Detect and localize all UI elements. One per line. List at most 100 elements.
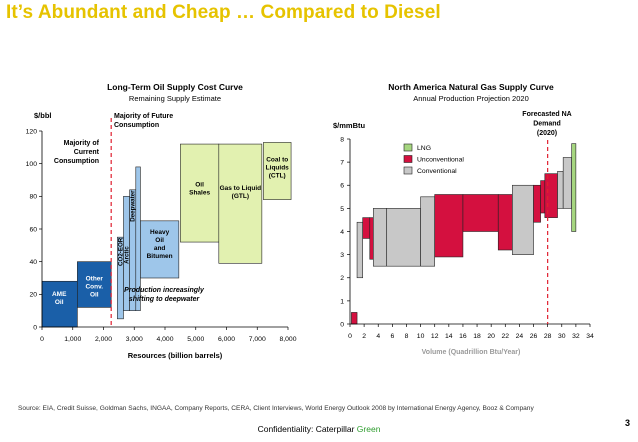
gas-x-tick-label: 14 [445, 333, 453, 340]
oil-bar-label-line: Heavy [150, 229, 170, 236]
gas-demand-label-line: Demand [533, 121, 561, 128]
oil-x-tick-label: 7,000 [249, 336, 266, 343]
oil-bar-label-line: and [154, 245, 166, 252]
gas-x-tick-label: 28 [544, 333, 552, 340]
oil-x-tick-label: 5,000 [187, 336, 204, 343]
gas-y-tick-label: 2 [340, 275, 344, 282]
gas-bar [462, 194, 499, 232]
gas-legend-swatch [403, 143, 413, 152]
gas-y-tick-label: 8 [340, 136, 344, 143]
gas-y-tick-label: 6 [340, 183, 344, 190]
oil-x-tick-label: 8,000 [279, 336, 296, 343]
oil-bar-label-line: Conv. [85, 284, 103, 291]
oil-annotation-future: Majority of Future Consumption [114, 113, 173, 129]
gas-y-axis-label: $/mmBtu [333, 121, 366, 130]
oil-x-tick-label: 1,000 [64, 336, 81, 343]
oil-y-tick-label: 20 [29, 292, 37, 299]
gas-x-tick-label: 8 [405, 333, 409, 340]
oil-x-tick-label: 6,000 [218, 336, 235, 343]
oil-bar-label-line: AME [52, 291, 67, 298]
gas-bar [386, 208, 421, 267]
oil-bar-label-line: Gas to Liquid [220, 185, 262, 192]
oil-bar-label-line: Shales [189, 190, 210, 197]
gas-y-tick-label: 5 [340, 206, 344, 213]
gas-bar [372, 208, 388, 267]
oil-bar-label-line: Oil [155, 237, 164, 244]
gas-legend-label: Unconventional [417, 157, 464, 164]
oil-bar-label: CO2-EOR [117, 237, 124, 266]
gas-bar [562, 157, 572, 209]
gas-x-tick-label: 26 [530, 333, 538, 340]
gas-x-tick-label: 4 [376, 333, 380, 340]
gas-bar [571, 143, 577, 232]
oil-annotation-current-line: Current [74, 149, 100, 156]
oil-y-tick-label: 60 [29, 226, 37, 233]
oil-bar-label: Arctic [124, 246, 131, 264]
source-note: Source: EIA, Credit Suisse, Goldman Sach… [18, 405, 534, 412]
oil-annotation-deepwater-line: shifting to deepwater [129, 296, 201, 303]
gas-x-tick-label: 24 [516, 333, 524, 340]
gas-y-tick-label: 3 [340, 252, 344, 259]
oil-x-tick-label: 3,000 [126, 336, 143, 343]
gas-x-tick-label: 22 [502, 333, 510, 340]
page-number: 3 [624, 418, 630, 428]
oil-bar-label-line: Coal to [266, 156, 288, 163]
gas-bar [420, 196, 436, 267]
oil-y-tick-label: 40 [29, 259, 37, 266]
oil-bar-label-line: Oil [90, 292, 99, 299]
gas-bar [544, 173, 558, 218]
oil-bar [140, 220, 180, 279]
oil-annotation-deepwater-line: Production increasingly [124, 287, 205, 294]
oil-bar-label-line: Oil [55, 299, 64, 306]
oil-bar-label: Gas to Liquid(GTL) [220, 185, 262, 200]
gas-x-tick-label: 30 [558, 333, 566, 340]
oil-y-tick-label: 80 [29, 194, 37, 201]
footer: Confidentiality: Caterpillar Green [0, 424, 638, 434]
gas-bar [533, 184, 541, 223]
oil-bar-label-line: (CTL) [269, 172, 286, 179]
oil-x-tick-label: 0 [40, 336, 44, 343]
gas-bar [356, 221, 364, 279]
gas-x-tick-label: 0 [348, 333, 352, 340]
gas-y-tick-label: 7 [340, 160, 344, 167]
gas-x-tick-label: 34 [586, 333, 594, 340]
oil-annotation-deepwater: Production increasingly shifting to deepw… [124, 287, 205, 303]
gas-x-tick-label: 32 [572, 333, 580, 340]
gas-x-tick-label: 6 [390, 333, 394, 340]
oil-x-tick-label: 4,000 [156, 336, 173, 343]
footer-green-text: Green [356, 424, 381, 434]
footer-text: Confidentiality: Caterpillar [257, 424, 357, 434]
gas-bar [434, 194, 464, 258]
oil-bar [77, 261, 112, 308]
slide-title: It’s Abundant and Cheap … Compared to Di… [6, 2, 441, 23]
gas-x-tick-label: 18 [473, 333, 481, 340]
gas-legend-swatch [403, 155, 413, 163]
gas-x-tick-label: 10 [417, 333, 425, 340]
gas-legend-swatch [403, 166, 413, 175]
oil-annotation-current-line: Consumption [54, 158, 99, 165]
oil-x-axis-label: Resources (billion barrels) [128, 351, 223, 360]
gas-bar [497, 194, 513, 251]
gas-demand-label: Forecasted NA Demand (2020) [522, 111, 571, 137]
oil-bar-label-line: Oil [195, 182, 204, 189]
gas-bar [557, 171, 564, 209]
oil-bar-label: Deepwater [130, 190, 137, 222]
gas-x-tick-label: 2 [362, 333, 366, 340]
gas-y-tick-label: 0 [340, 321, 344, 328]
oil-y-axis-label: $/bbl [34, 111, 52, 120]
oil-bar [218, 143, 263, 264]
oil-annotation-future-line: Consumption [114, 122, 159, 129]
gas-bar [369, 217, 374, 260]
oil-y-tick-label: 0 [33, 324, 37, 331]
gas-x-tick-label: 12 [431, 333, 439, 340]
oil-annotation-current: Majority of Current Consumption [54, 140, 100, 165]
oil-chart-title: Long-Term Oil Supply Cost Curve [107, 82, 243, 92]
oil-annotation-current-line: Majority of [64, 140, 100, 147]
gas-bar [362, 217, 371, 239]
